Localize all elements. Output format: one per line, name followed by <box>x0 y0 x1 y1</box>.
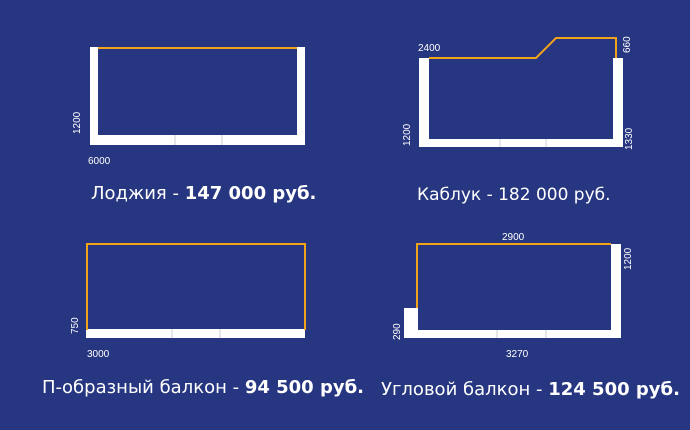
wall-right <box>613 58 623 147</box>
caption-label: Лоджия - <box>91 183 185 204</box>
heel-plan: 2400 660 1200 1330 <box>402 36 635 150</box>
u-shaped-plan: 750 3000 <box>70 243 306 360</box>
wall-left <box>90 47 98 145</box>
wall-right <box>297 47 305 145</box>
dimension-label: 3000 <box>87 349 110 360</box>
wall-bottom <box>419 139 623 147</box>
caption-price: 147 000 руб. <box>184 183 317 204</box>
caption-loggia: Лоджия - 147 000 руб. <box>91 183 316 204</box>
dimension-label: 3270 <box>506 349 529 360</box>
caption-u-shaped: П-образный балкон - 94 500 руб. <box>42 377 364 398</box>
dimension-label: 6000 <box>88 156 111 167</box>
glazing-line <box>86 243 306 330</box>
dimension-label: 290 <box>392 323 403 340</box>
wall-bottom <box>404 330 621 338</box>
corner-plan: 2900 1200 290 3270 <box>392 232 634 360</box>
dimension-label: 1200 <box>623 247 634 270</box>
glazing-line <box>429 37 617 59</box>
wall-right <box>611 244 621 338</box>
dimension-label: 1200 <box>402 123 413 146</box>
glazing-line <box>416 243 611 308</box>
dimension-label: 1330 <box>624 127 635 150</box>
dimension-label: 2900 <box>502 232 525 243</box>
caption-corner: Угловой балкон - 124 500 руб. <box>381 379 680 400</box>
caption-label: Каблук - 182 000 руб. <box>417 185 611 205</box>
caption-label: П-образный балкон - <box>42 377 245 398</box>
dimension-label: 750 <box>70 317 81 334</box>
caption-price: 94 500 руб. <box>244 377 364 398</box>
dimension-label: 1200 <box>72 111 83 134</box>
caption-price: 124 500 руб. <box>548 379 680 400</box>
caption-heel: Каблук - 182 000 руб. <box>417 185 611 205</box>
wall-bottom <box>90 135 305 145</box>
caption-label: Угловой балкон - <box>381 379 549 400</box>
wall-left <box>419 58 429 147</box>
dimension-label: 2400 <box>418 43 441 54</box>
loggia-plan: 1200 6000 <box>72 47 305 167</box>
wall-bottom <box>86 329 305 338</box>
dimension-label: 660 <box>622 36 633 53</box>
